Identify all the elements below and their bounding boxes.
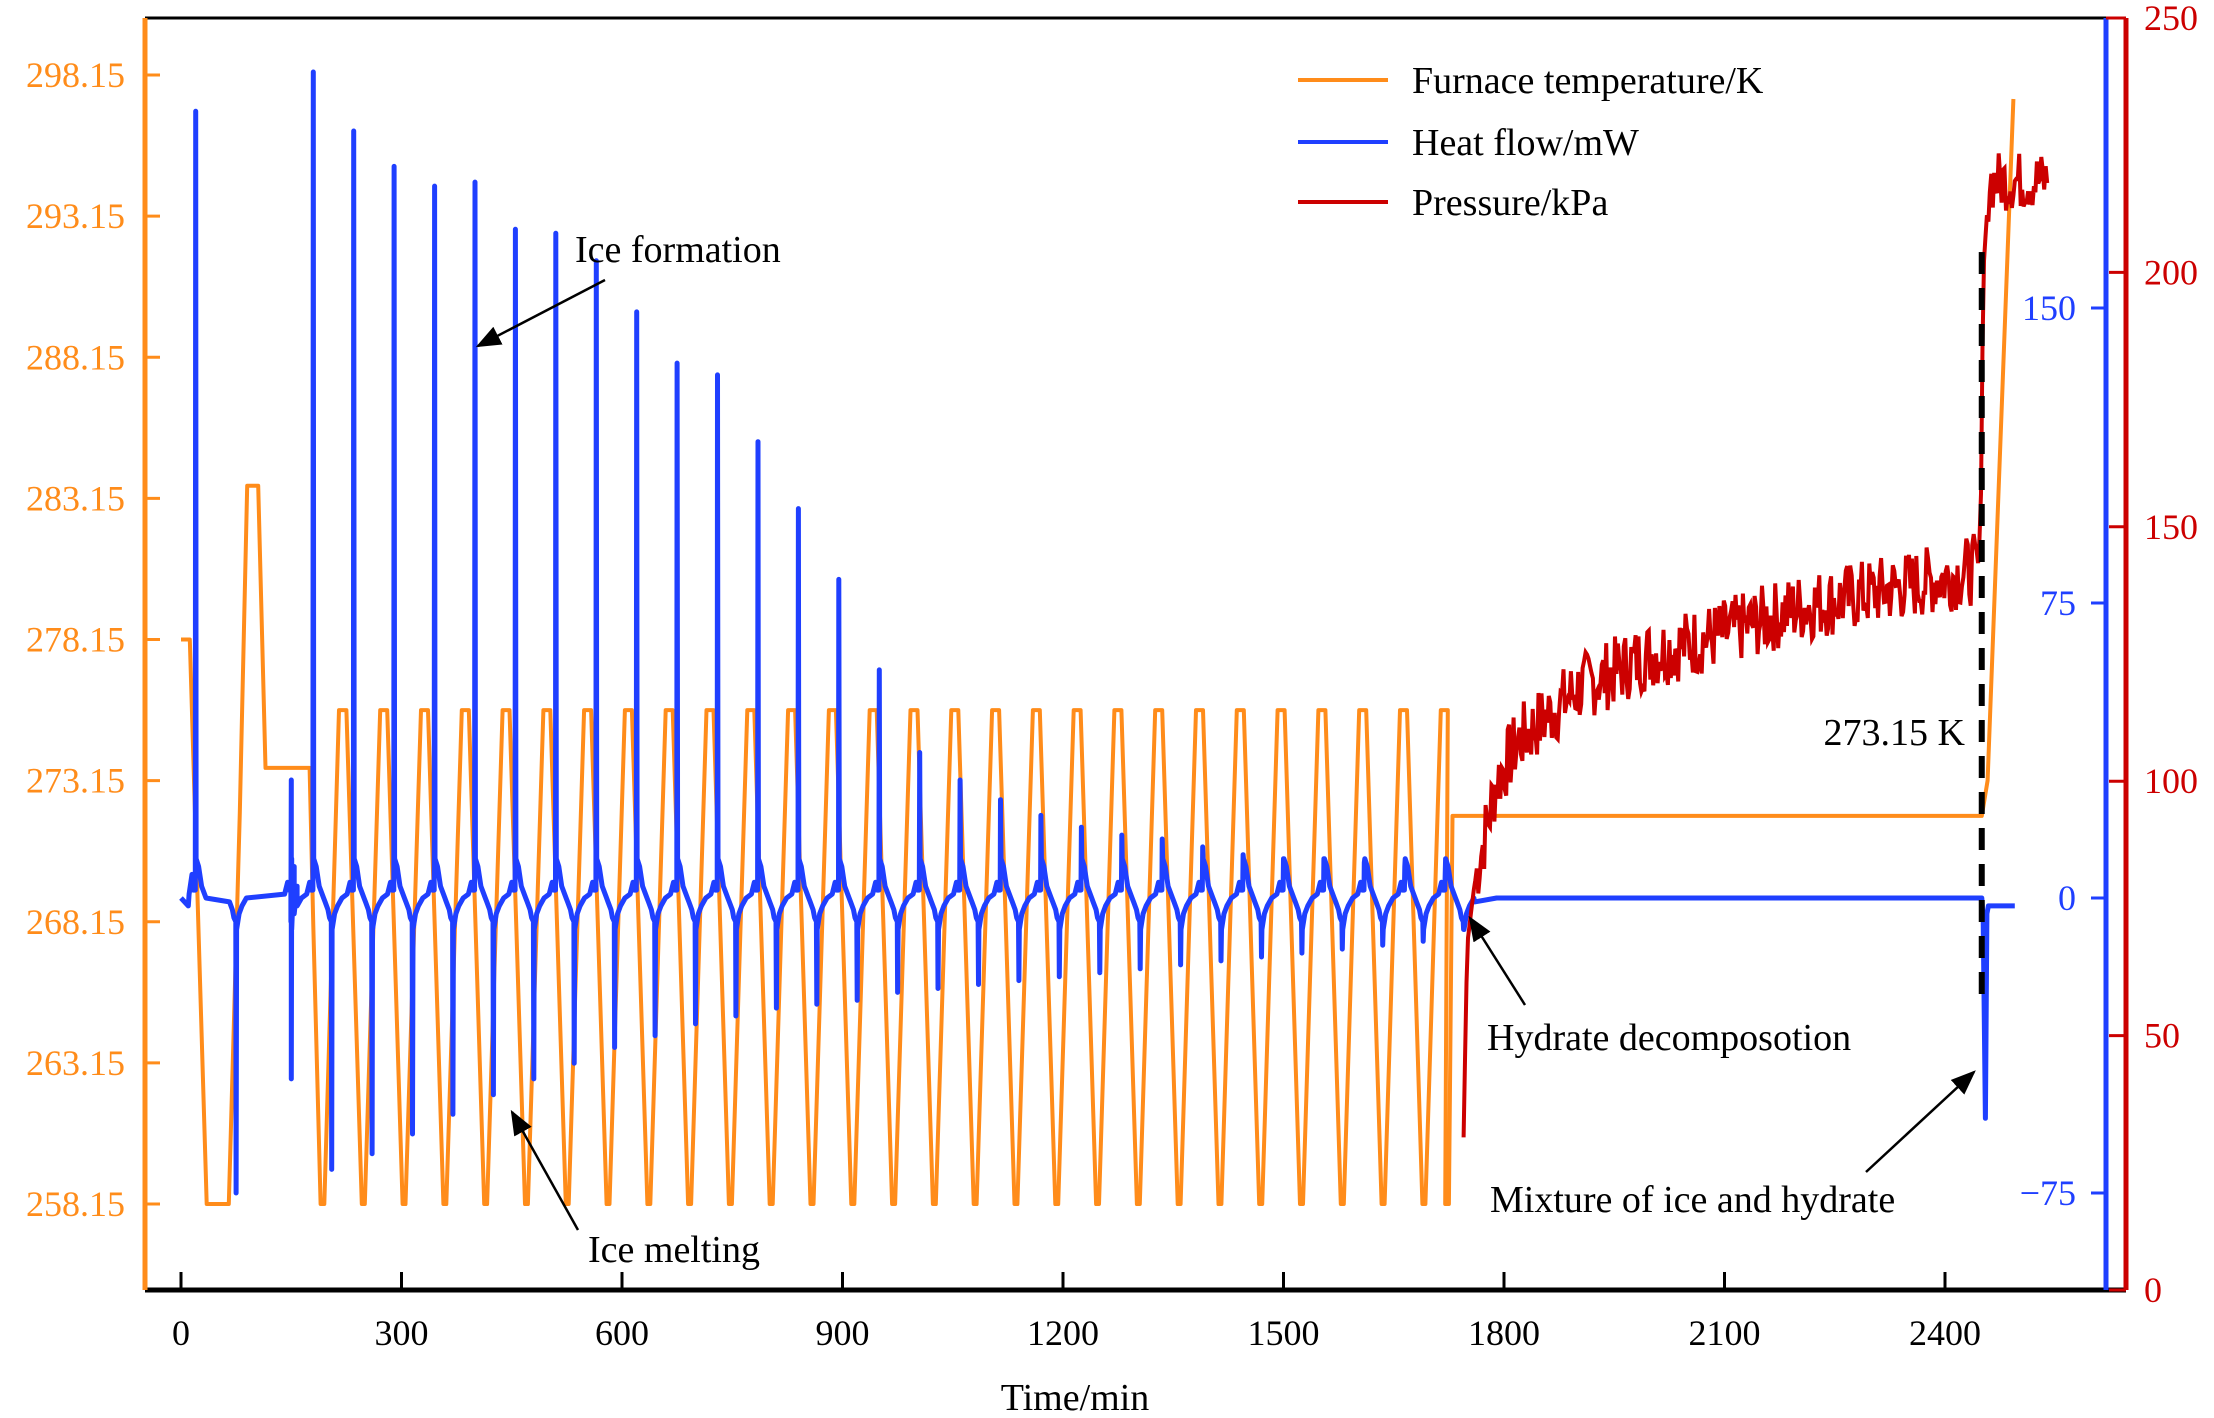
heat-flow-tick-label: 0: [2058, 878, 2076, 918]
x-tick-label: 900: [816, 1313, 870, 1353]
legend-label-temperature: Furnace temperature/K: [1412, 60, 1764, 102]
series-line-pressure: [1461, 153, 2050, 1138]
legend-label-heat-flow: Heat flow/mW: [1412, 122, 1639, 164]
series-layer: [179, 69, 2050, 1206]
temperature-tick-label: 293.15: [26, 196, 125, 236]
annotation-hydrate-decomposition: Hydrate decomposotion: [1487, 1017, 1851, 1059]
temperature-tick-label: 298.15: [26, 55, 125, 95]
series-line-heat-flow: [179, 69, 2015, 1196]
x-tick-label: 2100: [1689, 1313, 1761, 1353]
annotation-273-15-k: 273.15 K: [1824, 712, 1966, 754]
legend: Furnace temperature/K Heat flow/mW Press…: [1298, 60, 1764, 224]
temperature-tick-label: 278.15: [26, 620, 125, 660]
heat-flow-tick-label: −75: [2020, 1173, 2076, 1213]
x-tick-label: 2400: [1909, 1313, 1981, 1353]
pressure-tick-label: 100: [2144, 761, 2198, 801]
annotation-arrow-ice-formation: [475, 278, 606, 348]
pressure-tick-label: 0: [2144, 1270, 2162, 1310]
pressure-tick-label: 50: [2144, 1016, 2180, 1056]
legend-label-pressure: Pressure/kPa: [1412, 182, 1608, 224]
pressure-tick-label: 200: [2144, 252, 2198, 292]
pressure-tick-label: 150: [2144, 507, 2198, 547]
annotation-arrow-ice-melting: [510, 1109, 580, 1231]
x-axis-label: Time/min: [1001, 1377, 1150, 1418]
annotation-ice-formation: Ice formation: [575, 229, 781, 271]
x-tick-label: 600: [595, 1313, 649, 1353]
heat-flow-tick-label: 75: [2040, 583, 2076, 623]
temperature-tick-label: 263.15: [26, 1043, 125, 1083]
annotation-mixture-ice-hydrate: Mixture of ice and hydrate: [1490, 1179, 1895, 1221]
series-line-temperature: [181, 98, 2016, 1206]
temperature-tick-label: 273.15: [26, 761, 125, 801]
temperature-tick-label: 283.15: [26, 478, 125, 518]
x-tick-label: 0: [172, 1313, 190, 1353]
heat-flow-tick-label: 150: [2022, 288, 2076, 328]
pressure-tick-label: 250: [2144, 0, 2198, 38]
annotation-arrow-hydrate-decomposition: [1468, 915, 1527, 1006]
annotation-ice-melting: Ice melting: [588, 1229, 760, 1271]
x-tick-label: 1200: [1027, 1313, 1099, 1353]
temperature-tick-label: 258.15: [26, 1184, 125, 1224]
annotations-layer: Ice formation Ice melting Hydrate decompos…: [475, 229, 1985, 1271]
axes-layer: 0 300 600 900 1200 1500 1800 2100 2400258.15263.…: [26, 0, 2198, 1353]
annotation-arrow-mixture-ice-hydrate: [1865, 1070, 1976, 1173]
x-tick-label: 1800: [1468, 1313, 1540, 1353]
temperature-tick-label: 268.15: [26, 902, 125, 942]
x-tick-label: 300: [375, 1313, 429, 1353]
x-tick-label: 1500: [1248, 1313, 1320, 1353]
temperature-tick-label: 288.15: [26, 337, 125, 377]
